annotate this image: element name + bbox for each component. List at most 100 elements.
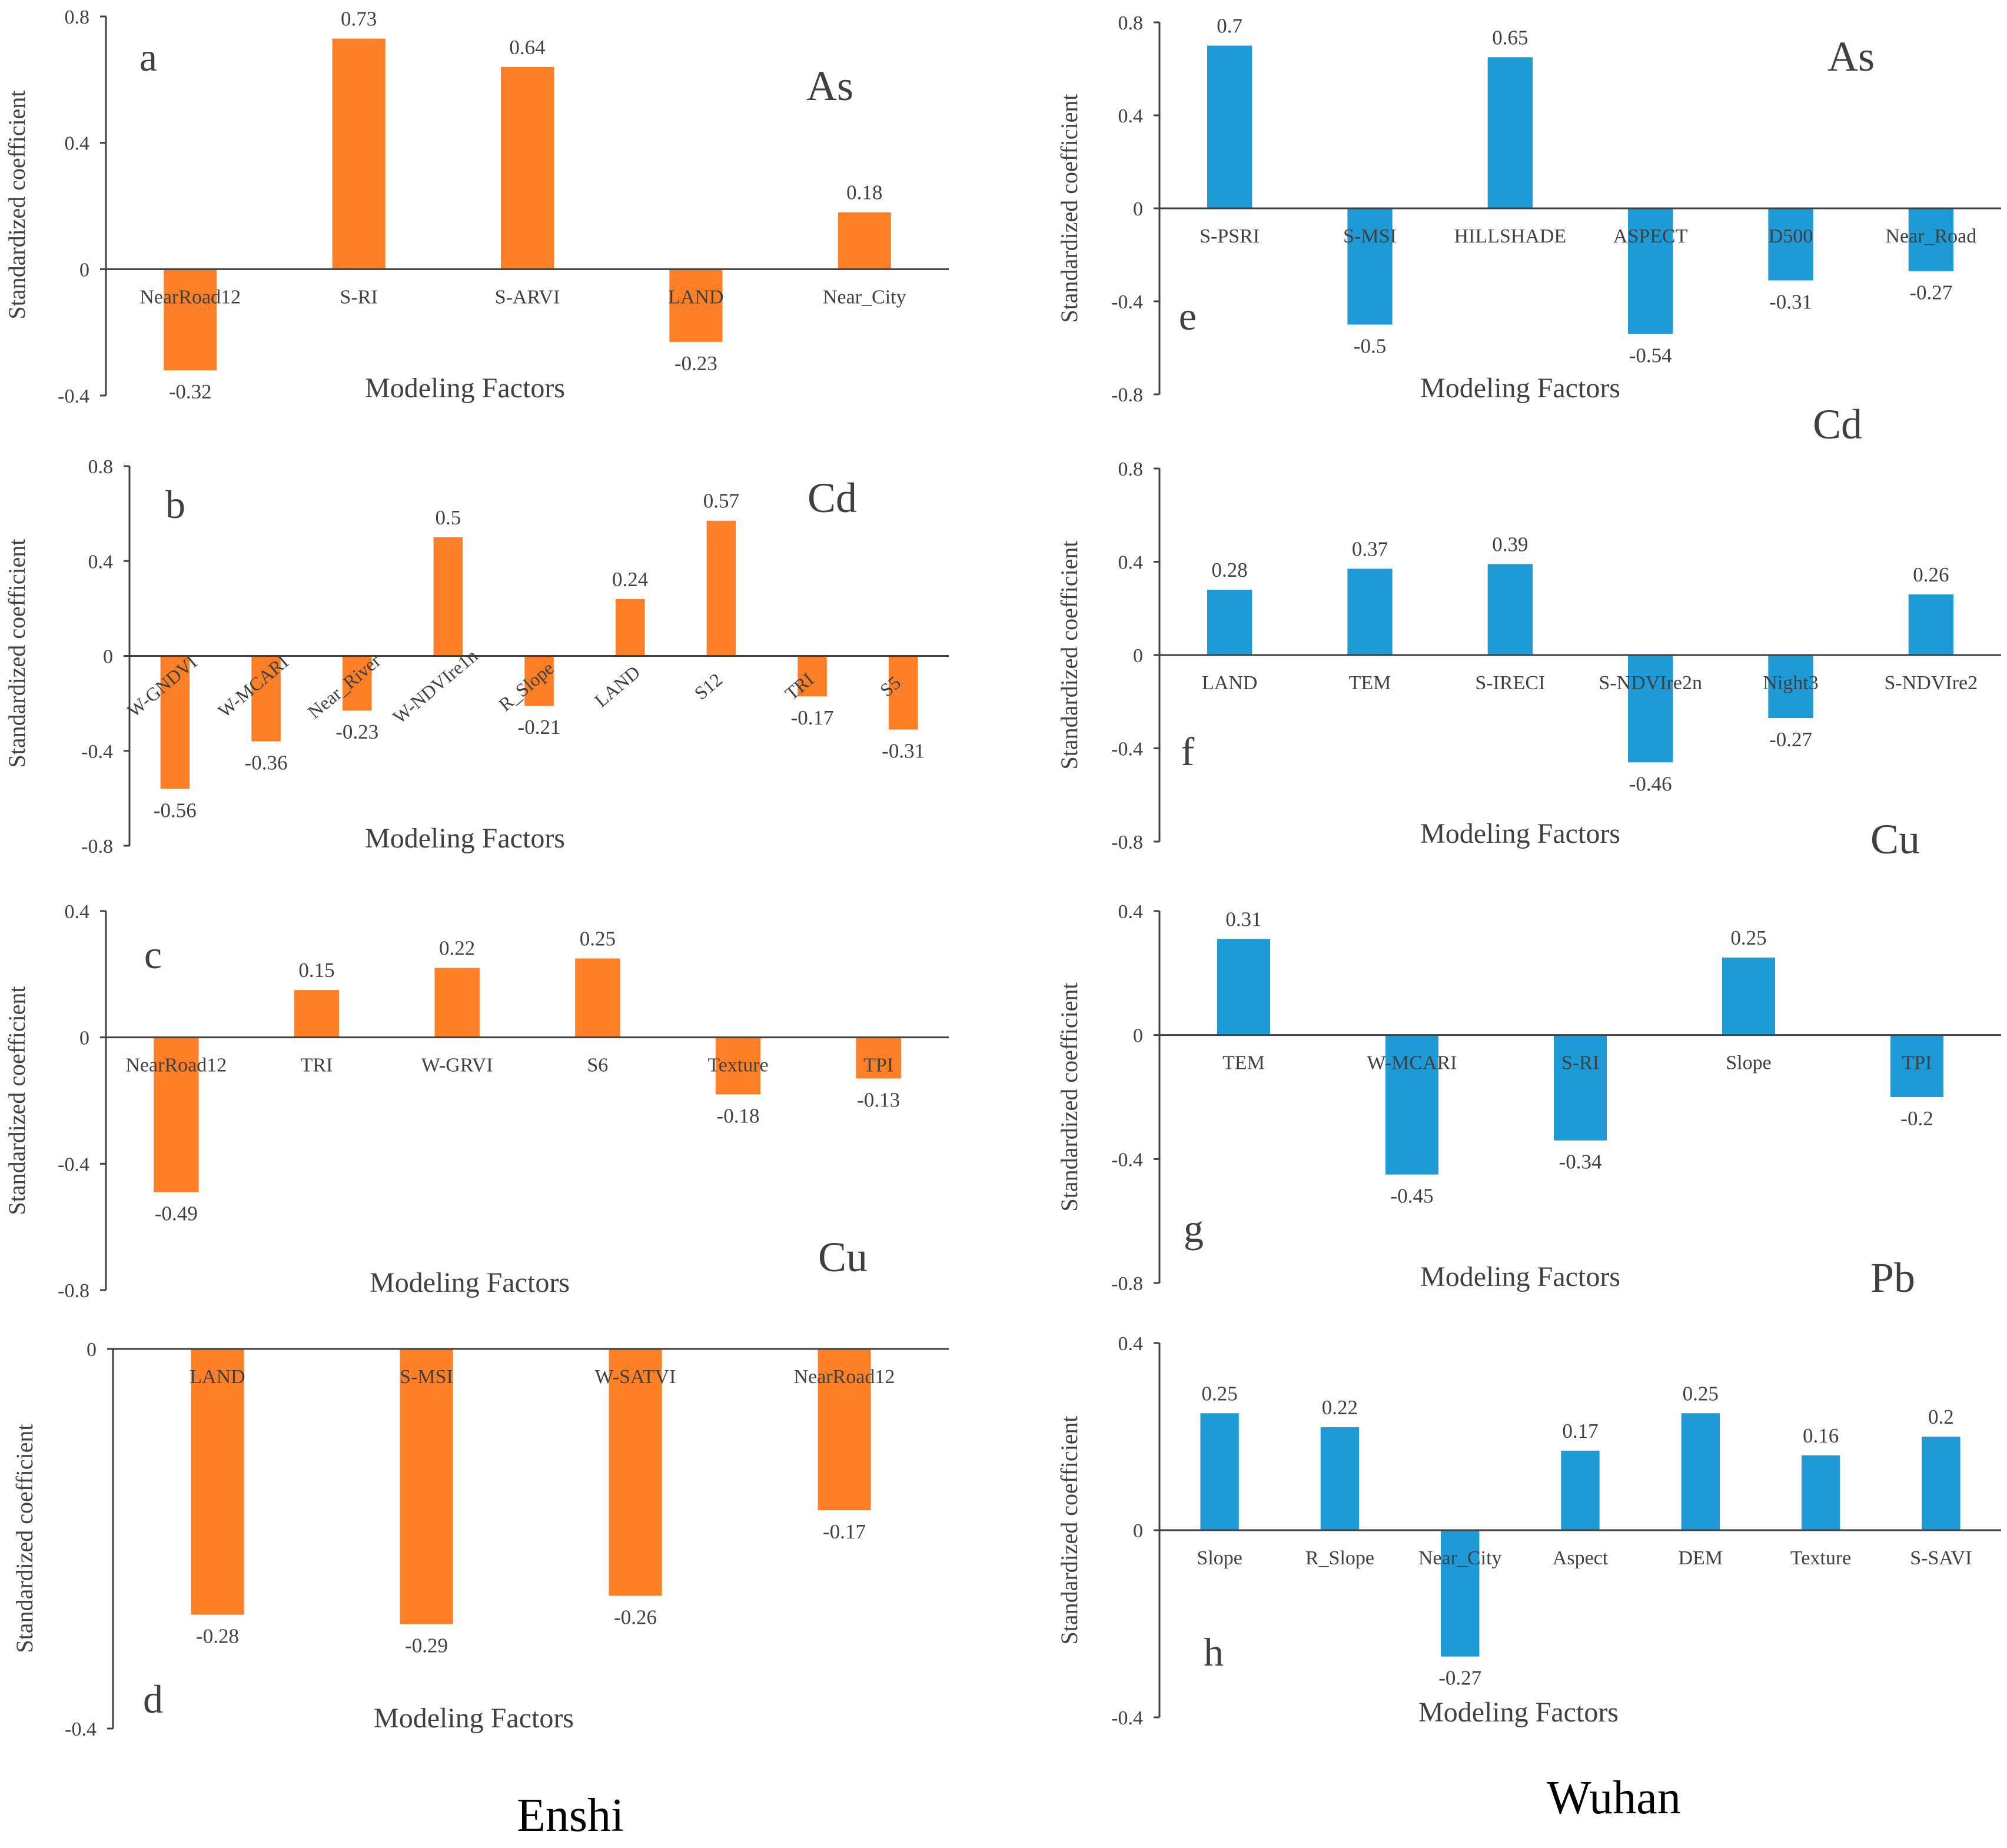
chart-b-category-label: W-NDVIre1n (388, 645, 481, 728)
chart-b-y-tick-label: 0.8 (88, 456, 114, 478)
chart-f-y-tick-label: 0.4 (1118, 552, 1144, 574)
chart-b-bar (524, 656, 554, 706)
chart-e-panel-label: e (1179, 294, 1197, 338)
chart-d-y-tick-label: 0 (87, 1339, 97, 1361)
chart-c-y-tick-label: 0 (79, 1028, 89, 1049)
chart-d-y-tick-label: -0.4 (65, 1719, 97, 1740)
chart-c-data-label: 0.25 (580, 928, 616, 950)
chart-d-bar (400, 1349, 453, 1624)
chart-c-bar (294, 990, 340, 1038)
chart-g-x-title: Modeling Factors (1420, 1261, 1620, 1292)
chart-a-category-label: Near_City (823, 286, 906, 308)
chart-h-element-label: Pb (1870, 1254, 1915, 1301)
chart-e-y-tick-label: -0.8 (1111, 384, 1143, 406)
chart-a-bar (838, 212, 891, 270)
chart-g-bar (1554, 1035, 1607, 1141)
chart-b-bar (615, 599, 645, 656)
chart-b-bar (706, 520, 736, 656)
chart-e-category-label: HILLSHADE (1454, 225, 1566, 247)
chart-b-data-label: -0.23 (335, 720, 378, 743)
chart-b-category-label: S12 (690, 669, 726, 704)
chart-f-bar (1628, 655, 1673, 763)
chart-h-category-label: S-SAVI (1910, 1547, 1972, 1569)
chart-f-y-tick-label: -0.8 (1111, 832, 1143, 853)
chart-b-y-title: Standardized coefficient (4, 539, 30, 767)
chart-b-data-label: -0.21 (518, 716, 561, 739)
chart-g-y-tick-label: 0.4 (1118, 901, 1144, 923)
chart-f-element-label: Cd (1813, 401, 1862, 448)
chart-h-bar (1681, 1413, 1720, 1530)
chart-b-data-label: 0.5 (435, 506, 461, 529)
chart-f-x-title: Modeling Factors (1420, 818, 1620, 849)
chart-g-data-label: 0.25 (1730, 926, 1766, 949)
chart-a-bar (669, 269, 723, 342)
chart-f-category-label: TEM (1349, 672, 1391, 694)
chart-e-y-tick-label: 0.4 (1118, 105, 1144, 127)
chart-c-category-label: TPI (863, 1055, 893, 1076)
chart-e-x-title: Modeling Factors (1420, 373, 1620, 404)
chart-g-data-label: -0.34 (1559, 1151, 1602, 1174)
chart-c-data-label: 0.22 (439, 937, 475, 960)
chart-h-y-tick-label: 0.4 (1118, 1333, 1144, 1355)
chart-f-category-label: S-NDVIre2n (1599, 672, 1702, 694)
chart-a-element-label: As (806, 62, 853, 109)
chart-e-category-label: ASPECT (1613, 225, 1688, 247)
chart-a-data-label: 0.64 (509, 36, 545, 59)
chart-f-data-label: -0.46 (1629, 772, 1672, 795)
chart-b-y-tick-label: 0 (103, 646, 113, 668)
chart-h-data-label: 0.25 (1683, 1382, 1719, 1405)
chart-h-data-label: 0.25 (1202, 1382, 1238, 1405)
chart-g-y-tick-label: -0.4 (1111, 1149, 1143, 1171)
chart-g-panel-label: g (1184, 1206, 1204, 1251)
chart-c-bar (715, 1037, 761, 1095)
chart-f-y-tick-label: 0.8 (1118, 458, 1144, 480)
chart-h-y-title: Standardized coefficient (1056, 1415, 1082, 1644)
chart-h-bar (1561, 1450, 1600, 1530)
chart-h-category-label: Near_City (1418, 1547, 1502, 1569)
chart-a-data-label: -0.32 (169, 380, 212, 403)
chart-g-category-label: Slope (1726, 1052, 1771, 1074)
chart-f-bar (1347, 569, 1393, 655)
chart-e-bar (1207, 45, 1252, 208)
chart-e-data-label: -0.5 (1354, 335, 1386, 358)
chart-b-y-tick-label: -0.4 (81, 741, 113, 763)
chart-f-category-label: Night3 (1763, 672, 1818, 694)
chart-g-y-tick-label: 0 (1133, 1025, 1143, 1047)
chart-b-bar (798, 656, 827, 697)
chart-a-category-label: LAND (668, 286, 723, 308)
chart-h-category-label: R_Slope (1305, 1547, 1374, 1569)
chart-b-element-label: Cd (808, 474, 857, 521)
chart-c-y-tick-label: -0.8 (58, 1280, 89, 1302)
chart-c-bar (434, 968, 480, 1038)
chart-h-x-title: Modeling Factors (1418, 1697, 1619, 1728)
chart-f-category-label: S-IRECI (1475, 672, 1545, 694)
chart-e-data-label: -0.27 (1909, 281, 1952, 304)
chart-f-y-tick-label: 0 (1133, 645, 1143, 667)
chart-h-data-label: 0.16 (1803, 1424, 1839, 1447)
chart-c-data-label: -0.13 (857, 1088, 900, 1111)
chart-b-y-tick-label: 0.4 (88, 551, 114, 573)
chart-d-category-label: S-MSI (400, 1366, 453, 1388)
chart-h-y-tick-label: -0.4 (1111, 1707, 1143, 1729)
chart-g-bar (1890, 1035, 1943, 1097)
chart-g-category-label: TPI (1902, 1052, 1932, 1074)
chart-f-data-label: 0.37 (1352, 537, 1388, 560)
chart-a-y-tick-label: 0.4 (65, 133, 90, 155)
chart-c-category-label: S6 (587, 1055, 608, 1076)
figure-label-wuhan: Wuhan (1547, 1772, 1681, 1824)
chart-h-bar (1441, 1530, 1480, 1657)
chart-g-data-label: -0.2 (1900, 1107, 1933, 1130)
chart-a-category-label: S-RI (340, 286, 377, 308)
chart-e-data-label: 0.65 (1492, 26, 1528, 49)
chart-c-category-label: W-GRVI (421, 1055, 493, 1076)
chart-h-bar (1320, 1427, 1360, 1530)
chart-h-data-label: -0.27 (1438, 1667, 1481, 1690)
chart-a-data-label: 0.18 (846, 181, 882, 204)
chart-f-bar (1487, 564, 1533, 655)
chart-c-data-label: -0.49 (155, 1202, 198, 1225)
chart-b-data-label: 0.24 (612, 568, 648, 591)
chart-h-data-label: 0.17 (1562, 1420, 1598, 1442)
chart-d-data-label: -0.17 (823, 1520, 866, 1543)
chart-d-x-title: Modeling Factors (374, 1703, 574, 1734)
